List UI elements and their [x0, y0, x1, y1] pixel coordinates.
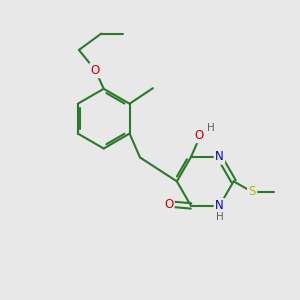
Text: O: O — [164, 198, 173, 211]
Text: O: O — [91, 64, 100, 77]
Text: N: N — [215, 150, 224, 163]
Text: O: O — [195, 129, 204, 142]
Text: N: N — [215, 200, 224, 212]
Text: H: H — [207, 123, 214, 133]
Text: S: S — [248, 185, 256, 198]
Text: H: H — [216, 212, 223, 222]
